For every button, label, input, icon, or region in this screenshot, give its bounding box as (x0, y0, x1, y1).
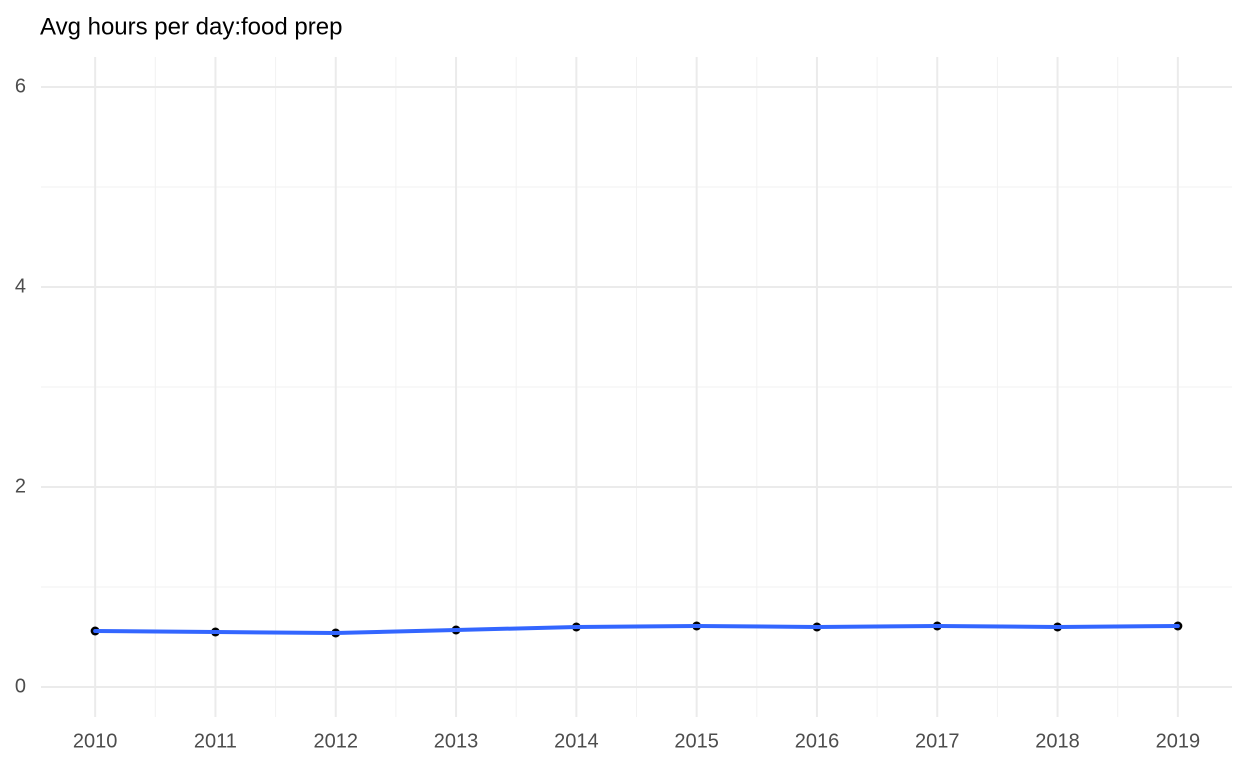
x-tick-label: 2019 (1156, 730, 1201, 752)
series-line (93, 624, 1180, 635)
x-tick-label: 2010 (73, 730, 118, 752)
y-tick-label: 0 (15, 675, 26, 697)
x-tick-label: 2012 (313, 730, 358, 752)
x-tick-label: 2014 (554, 730, 599, 752)
x-tick-label: 2017 (915, 730, 960, 752)
x-tick-label: 2018 (1035, 730, 1080, 752)
y-tick-label: 6 (15, 75, 26, 97)
y-tick-label: 2 (15, 475, 26, 497)
x-tick-label: 2011 (194, 730, 237, 752)
y-tick-label: 4 (15, 275, 26, 297)
x-tick-label: 2013 (434, 730, 479, 752)
chart-title: Avg hours per day:food prep (40, 13, 342, 40)
x-tick-label: 2015 (674, 730, 719, 752)
x-tick-label: 2016 (795, 730, 840, 752)
